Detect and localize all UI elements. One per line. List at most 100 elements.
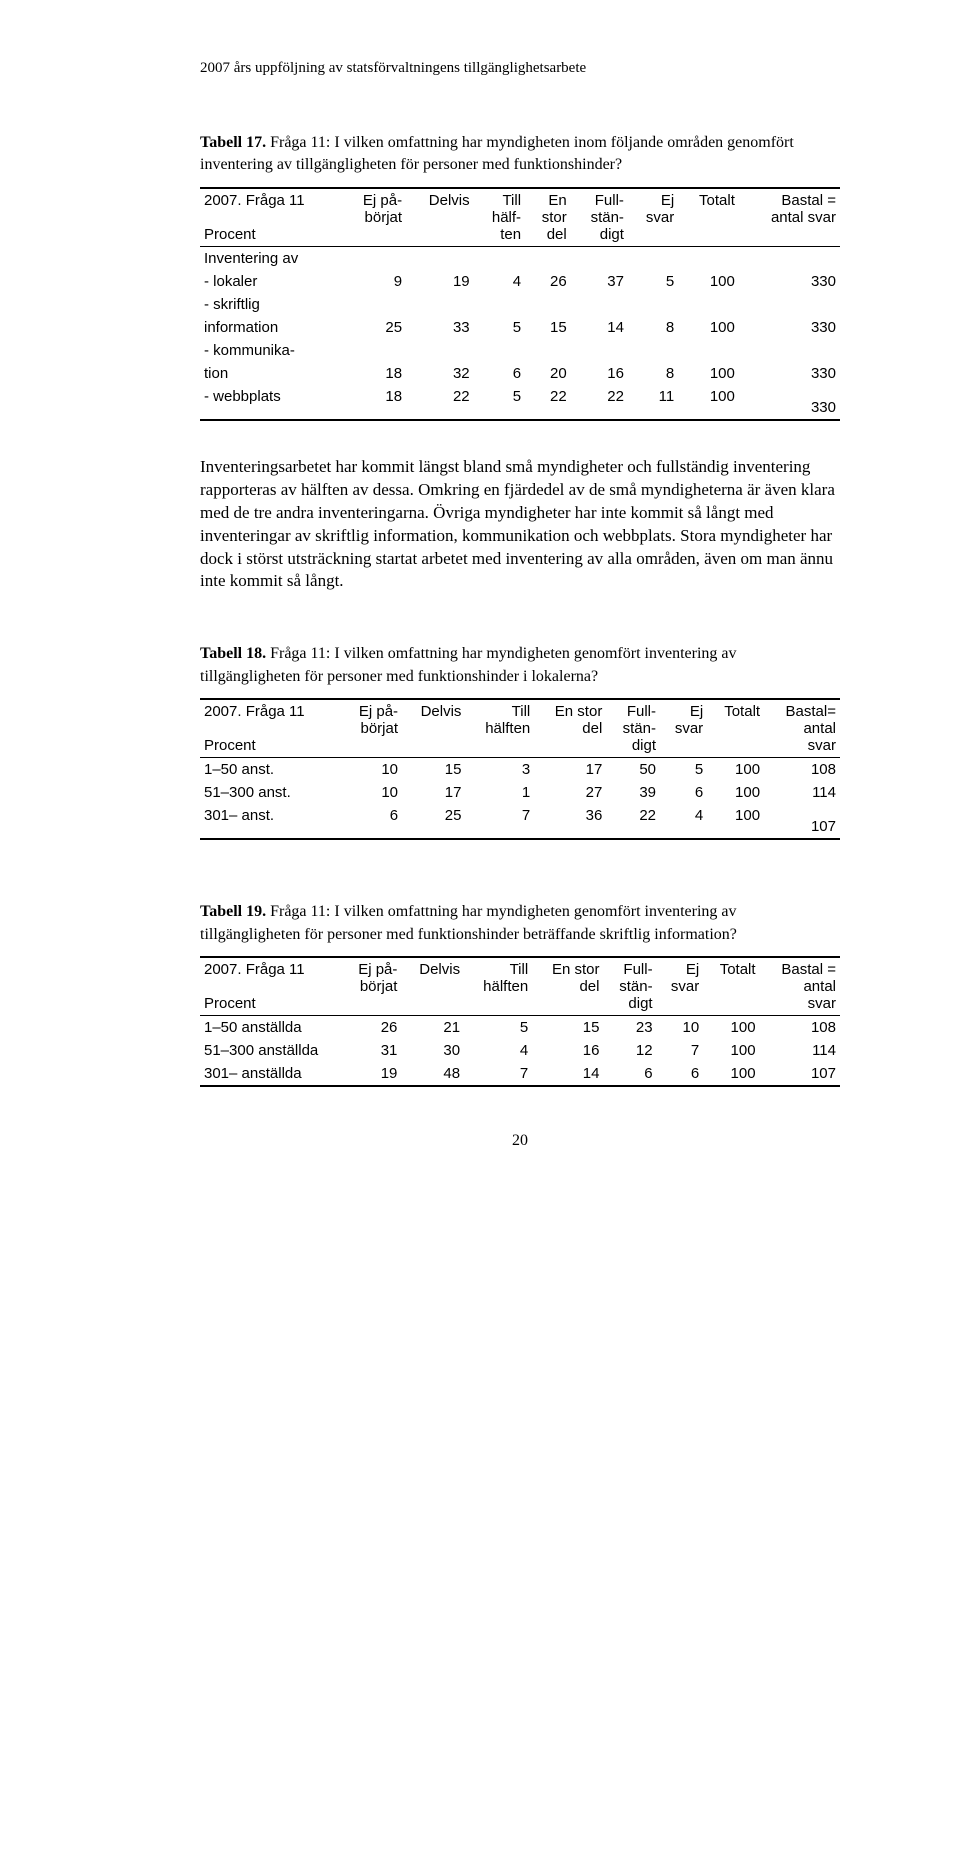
cell: 8 bbox=[628, 362, 678, 385]
table19-row3: 301– anställda 19 48 7 14 6 6 100 107 bbox=[200, 1062, 840, 1086]
cell: 114 bbox=[760, 1039, 840, 1062]
cell: 6 bbox=[474, 362, 525, 385]
cell: 15 bbox=[525, 316, 571, 339]
cell: 18 bbox=[341, 362, 406, 385]
cell: 22 bbox=[571, 385, 628, 420]
subhead-l2: Procent bbox=[204, 737, 256, 754]
col4-l2: stor bbox=[542, 209, 567, 226]
cell: 5 bbox=[474, 316, 525, 339]
cell: 108 bbox=[760, 1016, 840, 1039]
cell: 14 bbox=[571, 316, 628, 339]
cell: 4 bbox=[464, 1039, 532, 1062]
table17-row2-l2: information 25 33 5 15 14 8 100 330 bbox=[200, 316, 840, 339]
cell: 107 bbox=[764, 804, 840, 839]
col5-l2: stän- bbox=[623, 720, 656, 737]
cell: 37 bbox=[571, 270, 628, 293]
col6-l1: Ej bbox=[686, 961, 699, 978]
col5-l3: digt bbox=[632, 737, 656, 754]
page: 2007 års uppföljning av statsförvaltning… bbox=[0, 0, 960, 1210]
col5-l2: stän- bbox=[591, 209, 624, 226]
row-label: 301– anst. bbox=[200, 804, 341, 839]
cell: 330 bbox=[739, 362, 840, 385]
cell: 100 bbox=[678, 316, 739, 339]
page-number: 20 bbox=[200, 1132, 840, 1150]
table17-caption: Tabell 17. Fråga 11: I vilken omfattning… bbox=[200, 132, 840, 177]
subhead-l2: Procent bbox=[204, 995, 256, 1012]
col5-l1: Full- bbox=[595, 192, 624, 209]
col5-l1: Full- bbox=[623, 961, 652, 978]
table19-row1: 1–50 anställda 26 21 5 15 23 10 100 108 bbox=[200, 1016, 840, 1039]
col1-l1: Ej på- bbox=[358, 961, 397, 978]
col8-l3: svar bbox=[808, 737, 836, 754]
cell: 1 bbox=[465, 781, 534, 804]
cell: 330 bbox=[739, 385, 840, 420]
table18-header: 2007. Fråga 11 Procent Ej på-börjat Delv… bbox=[200, 700, 840, 758]
cell: 10 bbox=[341, 781, 402, 804]
col2-l1: Delvis bbox=[429, 192, 470, 209]
col8-l2: antal bbox=[803, 720, 836, 737]
cell: 14 bbox=[532, 1062, 603, 1086]
cell: 5 bbox=[628, 270, 678, 293]
col1-l1: Ej på- bbox=[363, 192, 402, 209]
cell: 6 bbox=[660, 781, 707, 804]
table17-caption-bold: Tabell 17. bbox=[200, 134, 266, 151]
col6-l2: svar bbox=[675, 720, 703, 737]
cell: 36 bbox=[534, 804, 606, 839]
cell: 7 bbox=[464, 1062, 532, 1086]
col3-l2: hälf- bbox=[492, 209, 521, 226]
cell: 26 bbox=[525, 270, 571, 293]
cell: 30 bbox=[401, 1039, 464, 1062]
subhead-l1: 2007. Fråga 11 bbox=[204, 192, 305, 209]
col6-l1: Ej bbox=[690, 703, 703, 720]
col4-l2: del bbox=[579, 978, 599, 995]
col1-l1: Ej på- bbox=[359, 703, 398, 720]
col8-l1: Bastal= bbox=[786, 703, 836, 720]
cell: 8 bbox=[628, 316, 678, 339]
row-label: - webbplats bbox=[200, 385, 341, 420]
subhead-l1: 2007. Fråga 11 bbox=[204, 703, 305, 720]
col3-l2: hälften bbox=[485, 720, 530, 737]
cell: 100 bbox=[678, 270, 739, 293]
body-paragraph: Inventeringsarbetet har kommit längst bl… bbox=[200, 456, 840, 594]
table17-header: 2007. Fråga 11 Procent Ej på-börjat Delv… bbox=[200, 189, 840, 247]
row-label: 1–50 anst. bbox=[200, 758, 341, 781]
cell: 100 bbox=[703, 1039, 759, 1062]
table17-caption-text: Fråga 11: I vilken omfattning har myndig… bbox=[200, 134, 794, 173]
row-label: 51–300 anställda bbox=[200, 1039, 341, 1062]
row-label: - skriftlig bbox=[200, 293, 341, 316]
col1-l2: börjat bbox=[361, 720, 399, 737]
table18-row2: 51–300 anst. 10 17 1 27 39 6 100 114 bbox=[200, 781, 840, 804]
table17-section: Inventering av bbox=[200, 247, 840, 270]
col7-l1: Totalt bbox=[724, 703, 760, 720]
cell: 33 bbox=[406, 316, 474, 339]
cell: 5 bbox=[474, 385, 525, 420]
cell: 107 bbox=[760, 1062, 840, 1086]
table19-header: 2007. Fråga 11 Procent Ej på-börjat Delv… bbox=[200, 958, 840, 1016]
cell: 19 bbox=[341, 1062, 402, 1086]
cell: 25 bbox=[402, 804, 465, 839]
table18-caption-text: Fråga 11: I vilken omfattning har myndig… bbox=[200, 645, 737, 684]
table19-row2: 51–300 anställda 31 30 4 16 12 7 100 114 bbox=[200, 1039, 840, 1062]
row-label: 301– anställda bbox=[200, 1062, 341, 1086]
row-label: 51–300 anst. bbox=[200, 781, 341, 804]
row-label: - lokaler bbox=[200, 270, 341, 293]
table18-caption-bold: Tabell 18. bbox=[200, 645, 266, 662]
col5-l3: digt bbox=[628, 995, 652, 1012]
col5-l1: Full- bbox=[627, 703, 656, 720]
cell: 20 bbox=[525, 362, 571, 385]
cell: 12 bbox=[603, 1039, 656, 1062]
cell: 21 bbox=[401, 1016, 464, 1039]
cell: 100 bbox=[678, 362, 739, 385]
cell: 100 bbox=[703, 1062, 759, 1086]
table17: 2007. Fråga 11 Procent Ej på-börjat Delv… bbox=[200, 187, 840, 421]
cell: 114 bbox=[764, 781, 840, 804]
col6-l2: svar bbox=[671, 978, 699, 995]
cell: 100 bbox=[707, 758, 764, 781]
cell: 19 bbox=[406, 270, 474, 293]
col8-l3: svar bbox=[808, 995, 836, 1012]
table17-row1: - lokaler 9 19 4 26 37 5 100 330 bbox=[200, 270, 840, 293]
col8-l1: Bastal = bbox=[781, 192, 836, 209]
table19: 2007. Fråga 11 Procent Ej på-börjat Delv… bbox=[200, 956, 840, 1087]
cell: 7 bbox=[465, 804, 534, 839]
cell: 22 bbox=[525, 385, 571, 420]
